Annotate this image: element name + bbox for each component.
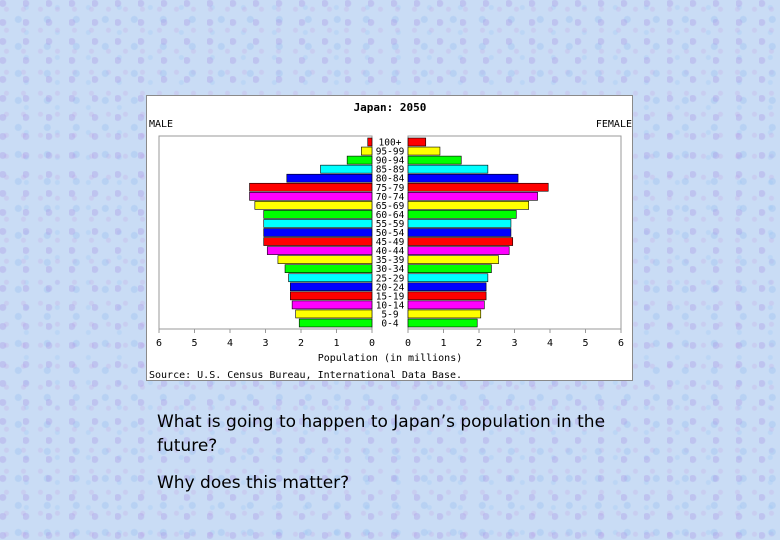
male-bar xyxy=(263,228,373,237)
male-bar xyxy=(277,255,373,264)
female-bar xyxy=(407,182,549,192)
age-group-label: 85-89 xyxy=(376,165,405,176)
slide-caption: What is going to happen to Japan’s popul… xyxy=(157,410,627,495)
male-tick-label: 1 xyxy=(333,338,339,349)
male-bar xyxy=(288,273,373,283)
female-bar xyxy=(407,309,482,319)
x-axis-ticks: 0 0 1 1 2 2 3 3 4 4 5 5 6 6 xyxy=(156,329,624,349)
female-tick-label: 6 xyxy=(618,338,624,349)
age-group-label: 40-44 xyxy=(376,246,405,257)
age-group-label: 25-29 xyxy=(376,273,405,284)
male-tick-label: 5 xyxy=(191,338,197,349)
age-group-label: 75-79 xyxy=(376,183,405,194)
female-tick-label: 2 xyxy=(476,338,482,349)
age-group-label: 95-99 xyxy=(376,147,405,158)
age-group-label: 55-59 xyxy=(376,219,405,230)
male-tick-label: 2 xyxy=(298,338,304,349)
male-label: MALE xyxy=(149,119,173,130)
age-group-label: 5-9 xyxy=(381,309,398,320)
female-bar xyxy=(407,146,441,156)
male-tick-label: 0 xyxy=(369,338,375,349)
female-bar xyxy=(407,282,487,292)
female-bar xyxy=(407,201,529,210)
age-group-label: 45-49 xyxy=(376,237,405,248)
age-group-label: 70-74 xyxy=(376,192,405,203)
male-bars xyxy=(249,137,373,328)
female-bar xyxy=(407,255,499,264)
female-bar xyxy=(407,219,512,228)
x-axis-label: Population (in millions) xyxy=(318,353,463,364)
female-bar xyxy=(407,137,427,147)
female-tick-label: 4 xyxy=(547,338,553,349)
age-group-label: 30-34 xyxy=(376,264,405,275)
age-group-label: 65-69 xyxy=(376,201,405,212)
female-bar xyxy=(407,237,514,246)
age-group-label: 60-64 xyxy=(376,210,405,221)
female-label: FEMALE xyxy=(596,119,632,130)
male-bar xyxy=(367,137,373,147)
age-group-label: 15-19 xyxy=(376,291,405,302)
female-bar xyxy=(407,155,462,165)
female-bar xyxy=(407,291,487,301)
age-group-label: 10-14 xyxy=(376,300,405,311)
male-bar xyxy=(298,318,373,328)
female-bar xyxy=(407,246,510,255)
female-bar xyxy=(407,228,512,237)
female-tick-label: 3 xyxy=(511,338,517,349)
female-bar xyxy=(407,273,489,283)
male-tick-label: 3 xyxy=(262,338,268,349)
age-group-label: 50-54 xyxy=(376,228,405,239)
age-group-label: 35-39 xyxy=(376,255,405,266)
female-bars xyxy=(407,137,549,328)
age-group-label: 100+ xyxy=(379,138,402,149)
male-bar xyxy=(263,210,373,219)
male-bar xyxy=(263,219,373,228)
male-bar xyxy=(254,201,373,210)
age-group-labels: 0-45-910-1415-1920-2425-2930-3435-3940-4… xyxy=(376,138,405,330)
male-bar xyxy=(284,264,373,273)
female-bar xyxy=(407,264,492,273)
male-bar xyxy=(346,155,373,165)
chart-title: Japan: 2050 xyxy=(354,101,427,114)
population-pyramid-chart: Japan: 2050 MALE FEMALE 0-4 5-9 10-14 15-19… xyxy=(146,95,633,381)
female-bar xyxy=(407,173,519,183)
male-bar xyxy=(361,146,373,156)
chart-canvas: Japan: 2050 MALE FEMALE 0-45-910-1415-19… xyxy=(149,101,632,381)
male-tick-label: 4 xyxy=(227,338,233,349)
male-bar xyxy=(249,192,373,201)
male-bar xyxy=(295,309,373,319)
female-bar xyxy=(407,192,538,201)
female-bar xyxy=(407,210,517,219)
male-bar xyxy=(286,173,373,183)
age-group-label: 80-84 xyxy=(376,174,405,185)
male-bar xyxy=(291,300,373,310)
age-group-label: 0-4 xyxy=(381,319,398,330)
female-bar xyxy=(407,318,478,328)
male-bar xyxy=(320,164,373,174)
female-bar xyxy=(407,300,485,310)
male-bar xyxy=(249,182,373,192)
question-why: Why does this matter? xyxy=(157,473,350,493)
female-bar xyxy=(407,164,489,174)
male-bar xyxy=(263,237,373,246)
source-note: Source: U.S. Census Bureau, Internationa… xyxy=(149,370,462,381)
male-bar xyxy=(290,291,373,301)
age-group-label: 90-94 xyxy=(376,156,405,167)
male-bar xyxy=(266,246,373,255)
age-group-label: 20-24 xyxy=(376,282,405,293)
male-bar xyxy=(290,282,373,292)
female-tick-label: 5 xyxy=(582,338,588,349)
female-tick-label: 0 xyxy=(405,338,411,349)
female-tick-label: 1 xyxy=(440,338,446,349)
question-future: What is going to happen to Japan’s popul… xyxy=(157,412,606,456)
male-tick-label: 6 xyxy=(156,338,162,349)
